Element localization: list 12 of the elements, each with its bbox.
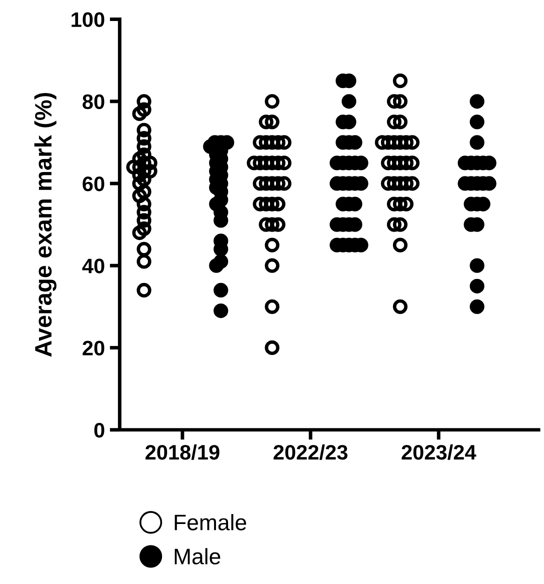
legend-label: Male [174, 548, 220, 564]
y-tick-label: 20 [82, 340, 104, 356]
x-tick-label: 2018/19 [146, 444, 220, 460]
legend-label: Female [174, 514, 246, 530]
y-tick-label: 40 [82, 258, 104, 274]
x-tick-label: 2022/23 [274, 444, 348, 460]
y-tick-label: 0 [94, 422, 104, 438]
y-tick-label: 100 [72, 12, 104, 28]
y-tick-label: 80 [82, 94, 104, 110]
x-tick-label: 2023/24 [402, 444, 476, 460]
y-axis-title: Average exam mark (%) [34, 92, 56, 357]
y-tick-label: 60 [82, 176, 104, 192]
